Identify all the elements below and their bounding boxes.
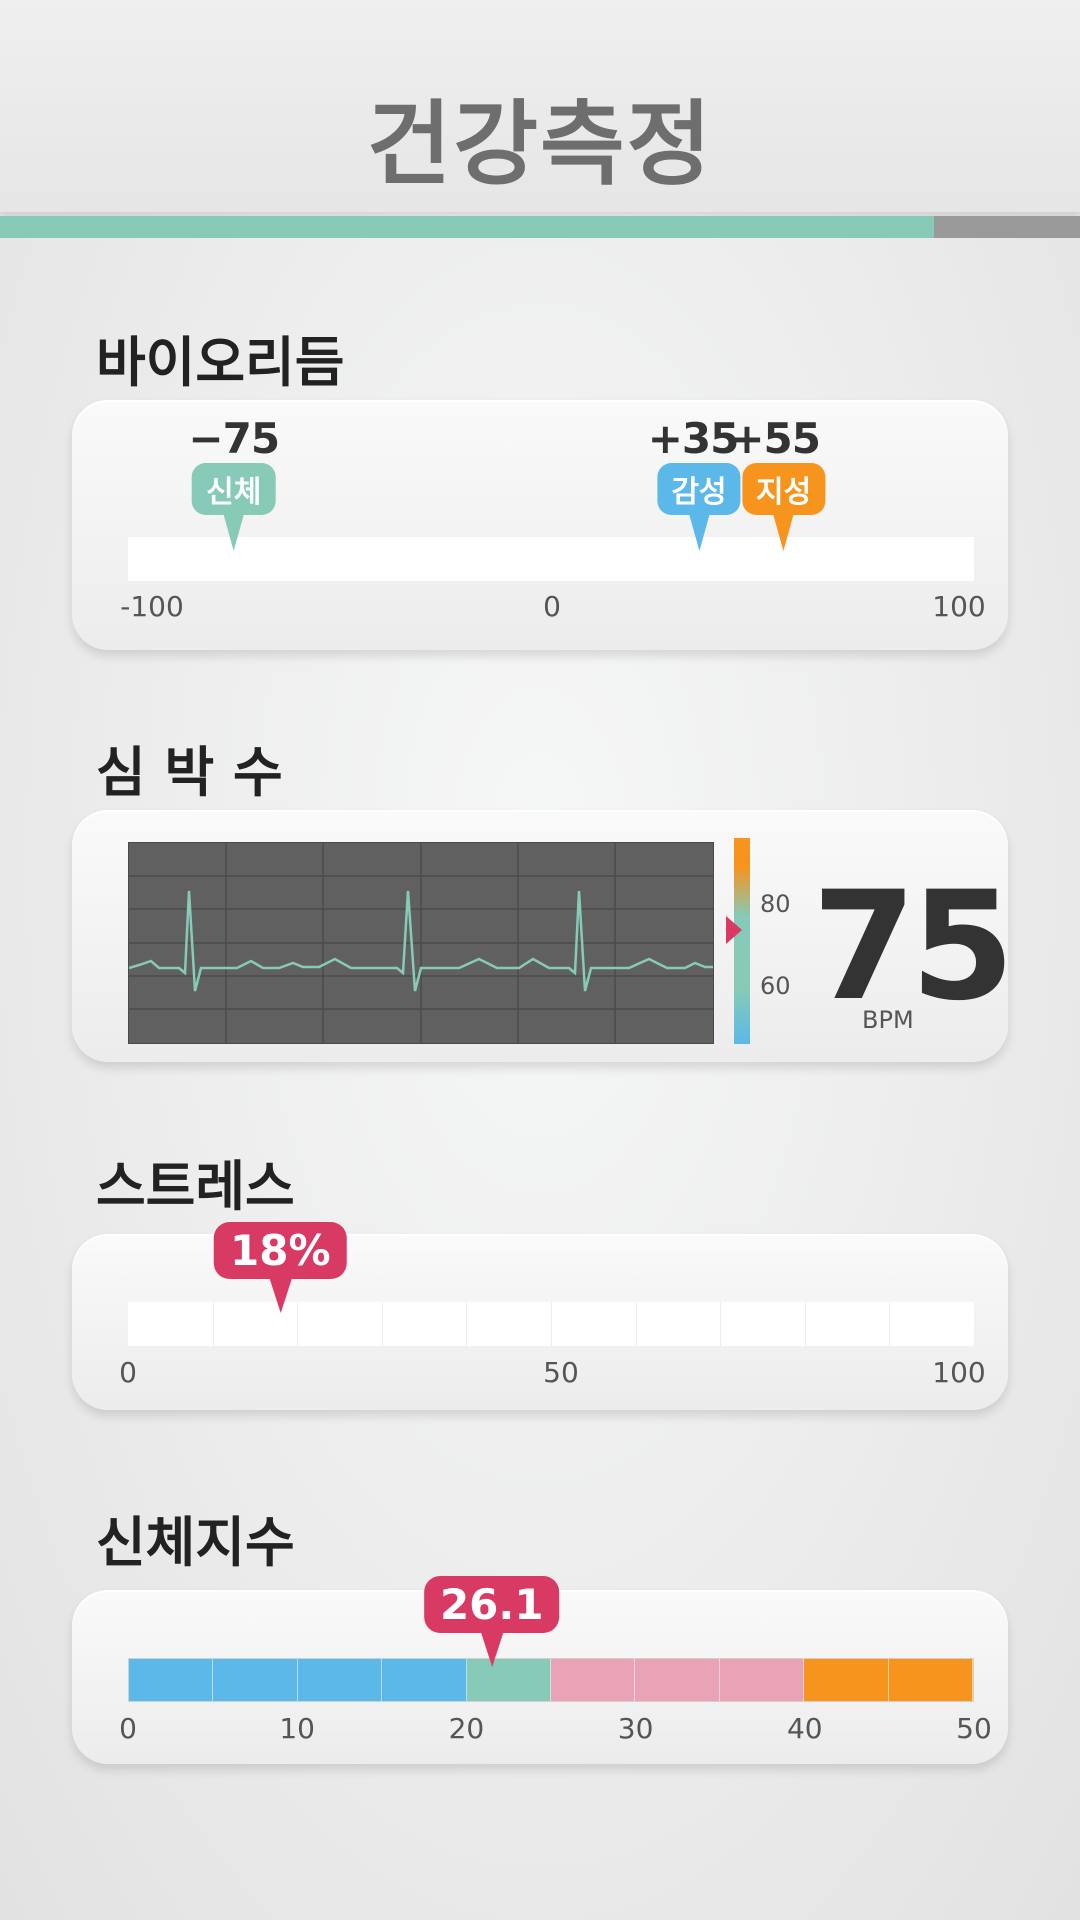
biorhythm-marker-label: 지성	[742, 463, 826, 515]
biorhythm-marker-tail	[773, 515, 794, 551]
biorhythm-marker-value: +55	[729, 414, 821, 463]
stress-marker: 18%	[214, 1222, 347, 1313]
ecg-grid	[129, 843, 713, 1043]
heart-rate-unit: BPM	[862, 1006, 914, 1034]
biorhythm-track	[128, 537, 974, 581]
bmi-axis-label: 20	[448, 1712, 485, 1745]
bmi-marker-tail	[480, 1633, 503, 1667]
app-header: 건강측정	[0, 0, 1080, 212]
stress-card: 0 50 100	[72, 1234, 1008, 1410]
stress-title: 스트레스	[96, 1155, 295, 1218]
bmi-axis-label: 40	[786, 1712, 823, 1745]
stress-track-gridline	[635, 1302, 637, 1346]
biorhythm-marker-label: 신체	[192, 463, 276, 515]
bmi-range-segment	[213, 1659, 298, 1701]
bmi-range-segment	[635, 1659, 720, 1701]
stress-track-gridline	[720, 1302, 722, 1346]
biorhythm-marker-tail	[223, 515, 244, 551]
biorhythm-card: −75 신체 +35 감성 +55 지성 -100 0 100	[72, 400, 1008, 650]
stress-value: 18%	[214, 1222, 347, 1279]
stress-track-gridline	[212, 1302, 214, 1346]
bmi-axis-label: 50	[956, 1712, 992, 1745]
ecg-waveform	[128, 843, 713, 1043]
bmi-marker: 26.1	[423, 1576, 560, 1667]
axis-label-mid: 0	[543, 590, 561, 623]
bmi-range-segment	[129, 1659, 214, 1701]
scale-label-60: 60	[760, 972, 791, 1000]
page-title: 건강측정	[366, 91, 714, 198]
stress-axis-mid: 50	[543, 1356, 579, 1389]
heart-rate-value: 75	[812, 860, 1015, 1034]
bmi-range-segment	[466, 1659, 551, 1701]
bmi-value: 26.1	[423, 1576, 560, 1633]
progress-fill	[0, 216, 935, 238]
biorhythm-title: 바이오리듬	[96, 331, 345, 394]
bmi-range-segment	[719, 1659, 805, 1701]
stress-track-gridline	[381, 1302, 383, 1346]
biorhythm-marker-value: −75	[188, 414, 280, 463]
biorhythm-marker: +35 감성	[648, 414, 741, 551]
stress-axis-min: 0	[119, 1356, 137, 1389]
bmi-axis-label: 0	[119, 1712, 137, 1745]
bmi-range-segment	[297, 1659, 383, 1701]
bmi-axis-label: 10	[279, 1712, 316, 1745]
axis-label-min: -100	[120, 590, 184, 623]
scale-label-80: 80	[760, 890, 791, 918]
heart-rate-pointer	[726, 916, 742, 944]
ecg-trace	[128, 890, 713, 992]
bmi-range-segment	[551, 1659, 636, 1701]
measurement-progress-bar	[0, 216, 1080, 238]
stress-axis-max: 100	[932, 1356, 986, 1389]
stress-marker-tail	[269, 1279, 292, 1313]
ecg-monitor	[128, 842, 714, 1044]
bmi-range-bar	[128, 1658, 974, 1702]
bmi-title: 신체지수	[96, 1511, 295, 1574]
heart-rate-scale	[734, 838, 750, 1044]
stress-track-gridline	[297, 1302, 299, 1346]
stress-track-gridline	[466, 1302, 468, 1346]
bmi-range-segment	[382, 1659, 467, 1701]
heart-rate-title: 심 박 수	[96, 741, 283, 804]
biorhythm-marker-label: 감성	[657, 463, 741, 515]
biorhythm-marker: +55 지성	[729, 414, 826, 551]
stress-track-gridline	[804, 1302, 806, 1346]
bmi-range-segment	[804, 1659, 889, 1701]
stress-track	[128, 1302, 974, 1346]
bmi-axis-label: 30	[617, 1712, 654, 1745]
biorhythm-marker-tail	[689, 515, 710, 551]
stress-track-gridline	[889, 1302, 891, 1346]
biorhythm-marker-value: +35	[647, 414, 740, 463]
axis-label-max: 100	[932, 590, 986, 623]
bmi-range-segment	[888, 1659, 973, 1701]
biorhythm-marker: −75 신체	[188, 414, 280, 551]
stress-track-gridline	[551, 1302, 552, 1346]
